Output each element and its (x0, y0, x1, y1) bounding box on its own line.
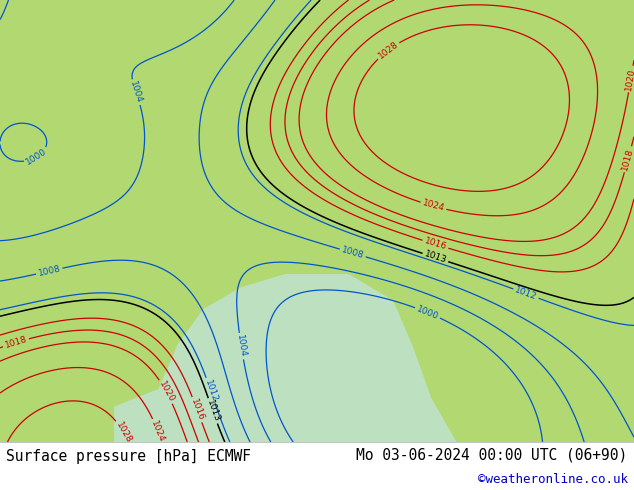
Text: 1008: 1008 (340, 245, 365, 261)
Text: 1008: 1008 (37, 264, 61, 278)
Text: Mo 03-06-2024 00:00 UTC (06+90): Mo 03-06-2024 00:00 UTC (06+90) (356, 448, 628, 463)
Text: ©weatheronline.co.uk: ©weatheronline.co.uk (477, 473, 628, 486)
Text: 1018: 1018 (621, 147, 634, 172)
Text: 1013: 1013 (423, 250, 448, 266)
Text: 1020: 1020 (624, 67, 634, 91)
Text: 1012: 1012 (514, 286, 538, 302)
Text: 1018: 1018 (4, 335, 28, 350)
Text: 1013: 1013 (205, 398, 221, 423)
Text: 1000: 1000 (415, 304, 440, 321)
Polygon shape (114, 274, 456, 442)
Text: 1028: 1028 (377, 40, 400, 61)
Text: 1024: 1024 (150, 419, 166, 443)
Text: 1020: 1020 (157, 379, 176, 404)
Text: 1024: 1024 (421, 198, 446, 214)
Text: 1004: 1004 (128, 80, 143, 104)
Text: 1004: 1004 (235, 334, 247, 358)
Text: 1016: 1016 (423, 237, 448, 252)
Text: 1028: 1028 (113, 420, 133, 444)
Text: Surface pressure [hPa] ECMWF: Surface pressure [hPa] ECMWF (6, 449, 251, 464)
Text: 1000: 1000 (25, 147, 49, 167)
Text: 1012: 1012 (203, 378, 219, 403)
Text: 1016: 1016 (189, 397, 205, 422)
